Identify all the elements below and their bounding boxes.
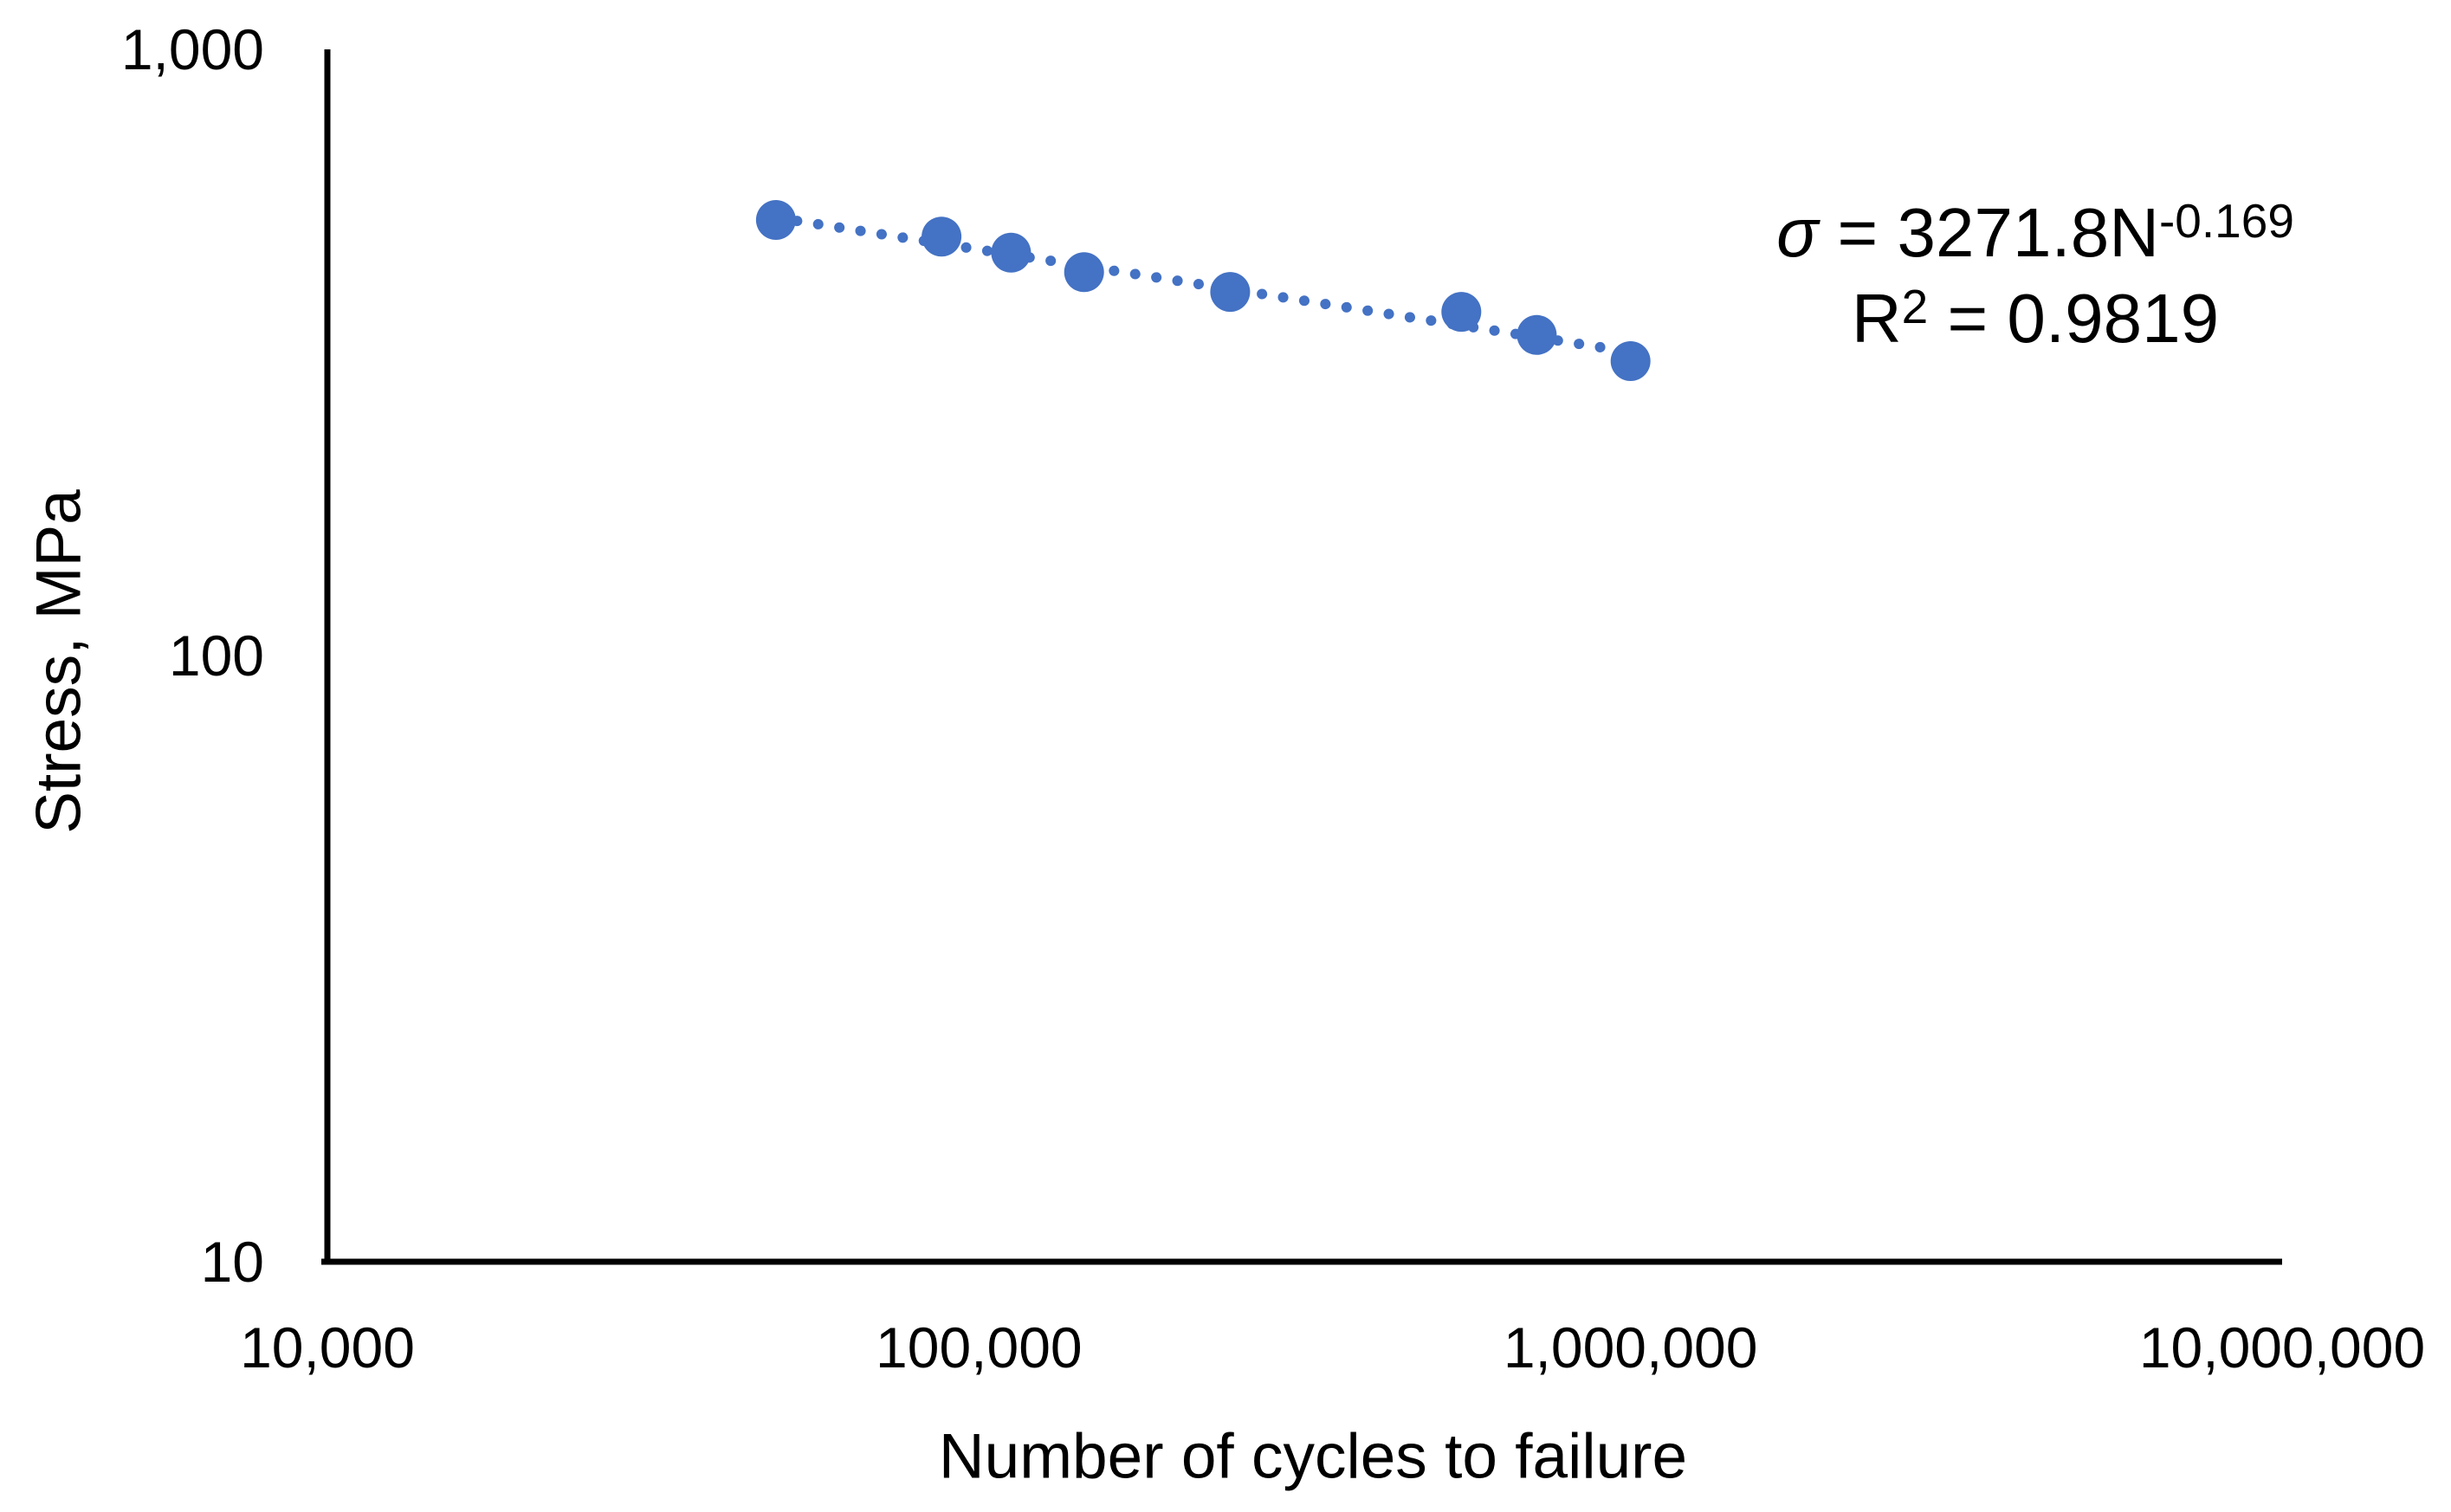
y-tick-label: 100 xyxy=(168,624,264,688)
data-point-marker xyxy=(1610,341,1651,381)
x-tick-label: 10,000,000 xyxy=(2138,1315,2426,1380)
y-tick-label: 10 xyxy=(200,1230,264,1294)
equation-body: = 3271.8N xyxy=(1818,194,2159,271)
data-point-marker xyxy=(922,216,962,257)
data-point-marker xyxy=(1441,292,1482,333)
data-point-marker xyxy=(1210,272,1251,313)
equation-line: σ = 3271.8N-0.169 xyxy=(1776,190,2294,275)
r-squared-line: R2 = 0.9819 xyxy=(1776,275,2294,361)
data-point-marker xyxy=(1064,252,1104,293)
x-axis-title: Number of cycles to failure xyxy=(938,1421,1688,1492)
y-tick-label: 1,000 xyxy=(120,17,264,81)
equation-exponent: -0.169 xyxy=(2158,194,2294,248)
r2-exponent: 2 xyxy=(1901,280,1929,333)
data-point-marker xyxy=(991,232,1031,273)
x-tick-label: 100,000 xyxy=(876,1315,1083,1380)
x-tick-label: 1,000,000 xyxy=(1503,1315,1758,1380)
data-point-marker xyxy=(1517,314,1557,355)
trendline-equation: σ = 3271.8N-0.169 R2 = 0.9819 xyxy=(1776,190,2294,361)
sigma-symbol: σ xyxy=(1776,194,1819,271)
y-axis-title: Stress, MPa xyxy=(23,489,94,834)
r2-base: R xyxy=(1851,280,1902,357)
data-point-marker xyxy=(755,200,796,240)
x-tick-label: 10,000 xyxy=(240,1315,415,1380)
power-trendline xyxy=(770,212,1636,358)
r2-value: = 0.9819 xyxy=(1928,280,2220,357)
